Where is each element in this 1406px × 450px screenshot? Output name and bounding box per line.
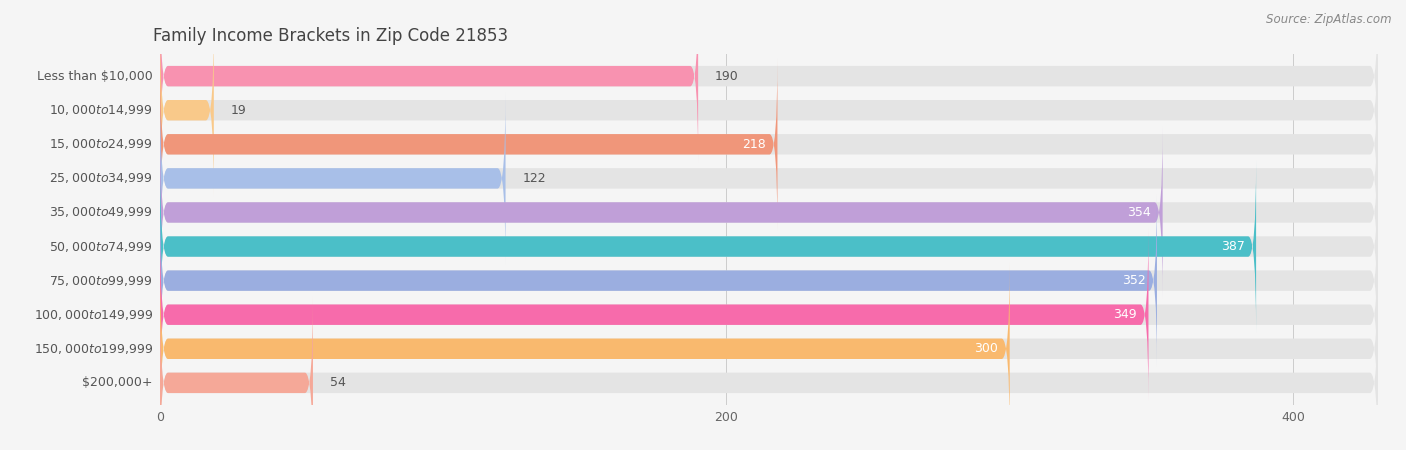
FancyBboxPatch shape xyxy=(160,161,1378,333)
Text: $150,000 to $199,999: $150,000 to $199,999 xyxy=(34,342,153,356)
Text: 354: 354 xyxy=(1128,206,1152,219)
FancyBboxPatch shape xyxy=(160,297,1378,450)
FancyBboxPatch shape xyxy=(160,126,1378,298)
Text: $25,000 to $34,999: $25,000 to $34,999 xyxy=(49,171,153,185)
FancyBboxPatch shape xyxy=(160,229,1149,401)
FancyBboxPatch shape xyxy=(160,229,1378,401)
Text: 300: 300 xyxy=(974,342,998,355)
Text: 387: 387 xyxy=(1220,240,1244,253)
FancyBboxPatch shape xyxy=(160,126,1163,298)
Text: $200,000+: $200,000+ xyxy=(83,376,153,389)
Text: $10,000 to $14,999: $10,000 to $14,999 xyxy=(49,103,153,117)
FancyBboxPatch shape xyxy=(160,92,506,265)
FancyBboxPatch shape xyxy=(160,0,699,162)
Text: $75,000 to $99,999: $75,000 to $99,999 xyxy=(49,274,153,288)
FancyBboxPatch shape xyxy=(160,297,314,450)
Text: $35,000 to $49,999: $35,000 to $49,999 xyxy=(49,206,153,220)
FancyBboxPatch shape xyxy=(160,263,1010,435)
FancyBboxPatch shape xyxy=(160,24,214,196)
Text: Family Income Brackets in Zip Code 21853: Family Income Brackets in Zip Code 21853 xyxy=(153,27,508,45)
FancyBboxPatch shape xyxy=(160,58,1378,230)
FancyBboxPatch shape xyxy=(160,263,1378,435)
Text: 122: 122 xyxy=(523,172,546,185)
Text: $50,000 to $74,999: $50,000 to $74,999 xyxy=(49,239,153,253)
Text: $15,000 to $24,999: $15,000 to $24,999 xyxy=(49,137,153,151)
Text: 349: 349 xyxy=(1114,308,1137,321)
Text: Source: ZipAtlas.com: Source: ZipAtlas.com xyxy=(1267,14,1392,27)
FancyBboxPatch shape xyxy=(160,194,1378,367)
FancyBboxPatch shape xyxy=(160,0,1378,162)
Text: 218: 218 xyxy=(742,138,766,151)
Text: $100,000 to $149,999: $100,000 to $149,999 xyxy=(34,308,153,322)
Text: 19: 19 xyxy=(231,104,246,117)
FancyBboxPatch shape xyxy=(160,58,778,230)
Text: 54: 54 xyxy=(330,376,346,389)
Text: 190: 190 xyxy=(716,70,740,83)
FancyBboxPatch shape xyxy=(160,92,1378,265)
FancyBboxPatch shape xyxy=(160,24,1378,196)
FancyBboxPatch shape xyxy=(160,161,1256,333)
Text: 352: 352 xyxy=(1122,274,1146,287)
Text: Less than $10,000: Less than $10,000 xyxy=(37,70,153,83)
FancyBboxPatch shape xyxy=(160,194,1157,367)
